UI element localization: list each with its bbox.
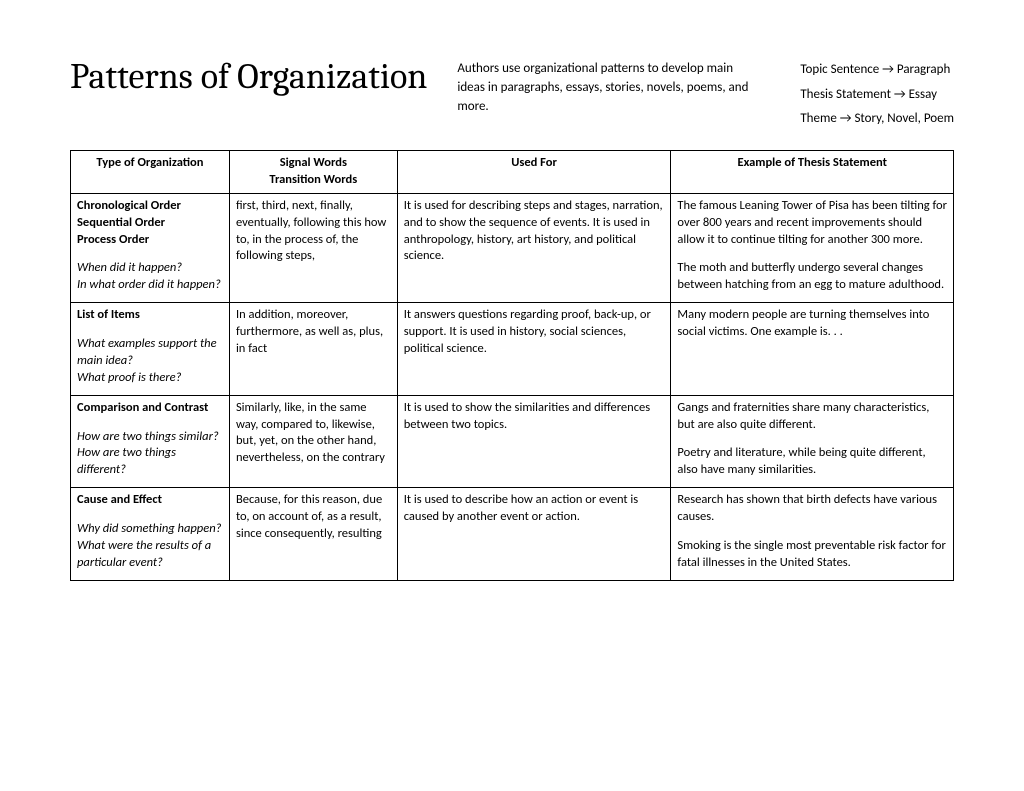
- col-header-used: Used For: [397, 151, 671, 194]
- cell-used: It is used for describing steps and stag…: [397, 193, 671, 302]
- note-topic: Topic Sentence → Paragraph: [800, 58, 954, 83]
- patterns-table: Type of Organization Signal Words Transi…: [70, 150, 954, 581]
- cell-used: It answers questions regarding proof, ba…: [397, 303, 671, 396]
- cell-used: It is used to show the similarities and …: [397, 395, 671, 488]
- col-header-signals: Signal Words Transition Words: [229, 151, 397, 194]
- cell-signals: first, third, next, finally, eventually,…: [229, 193, 397, 302]
- col-header-type: Type of Organization: [71, 151, 230, 194]
- cell-example: The famous Leaning Tower of Pisa has bee…: [671, 193, 954, 302]
- cell-type: Chronological Order Sequential Order Pro…: [71, 193, 230, 302]
- note-theme: Theme → Story, Novel, Poem: [800, 107, 954, 132]
- table-row: Comparison and Contrast How are two thin…: [71, 395, 954, 488]
- header-row: Patterns of Organization Authors use org…: [70, 50, 954, 132]
- page-title: Patterns of Organization: [70, 50, 427, 97]
- cell-example: Research has shown that birth defects ha…: [671, 488, 954, 581]
- cell-used: It is used to describe how an action or …: [397, 488, 671, 581]
- note-thesis: Thesis Statement → Essay: [800, 83, 954, 108]
- cell-type: Cause and Effect Why did something happe…: [71, 488, 230, 581]
- cell-signals: In addition, moreover, furthermore, as w…: [229, 303, 397, 396]
- notes-block: Topic Sentence → Paragraph Thesis Statem…: [800, 50, 954, 132]
- cell-signals: Similarly, like, in the same way, compar…: [229, 395, 397, 488]
- cell-type: List of Items What examples support the …: [71, 303, 230, 396]
- cell-example: Gangs and fraternities share many charac…: [671, 395, 954, 488]
- intro-text: Authors use organizational patterns to d…: [457, 50, 770, 117]
- col-header-example: Example of Thesis Statement: [671, 151, 954, 194]
- cell-signals: Because, for this reason, due to, on acc…: [229, 488, 397, 581]
- cell-type: Comparison and Contrast How are two thin…: [71, 395, 230, 488]
- table-row: Chronological Order Sequential Order Pro…: [71, 193, 954, 302]
- table-row: List of Items What examples support the …: [71, 303, 954, 396]
- table-header-row: Type of Organization Signal Words Transi…: [71, 151, 954, 194]
- table-row: Cause and Effect Why did something happe…: [71, 488, 954, 581]
- cell-example: Many modern people are turning themselve…: [671, 303, 954, 396]
